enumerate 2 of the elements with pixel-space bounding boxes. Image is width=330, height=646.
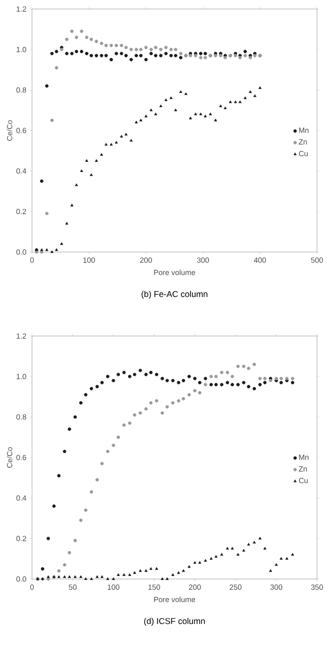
text: (d) ICSF column [144,618,205,626]
text: (b) Fe-AC column [142,290,208,299]
